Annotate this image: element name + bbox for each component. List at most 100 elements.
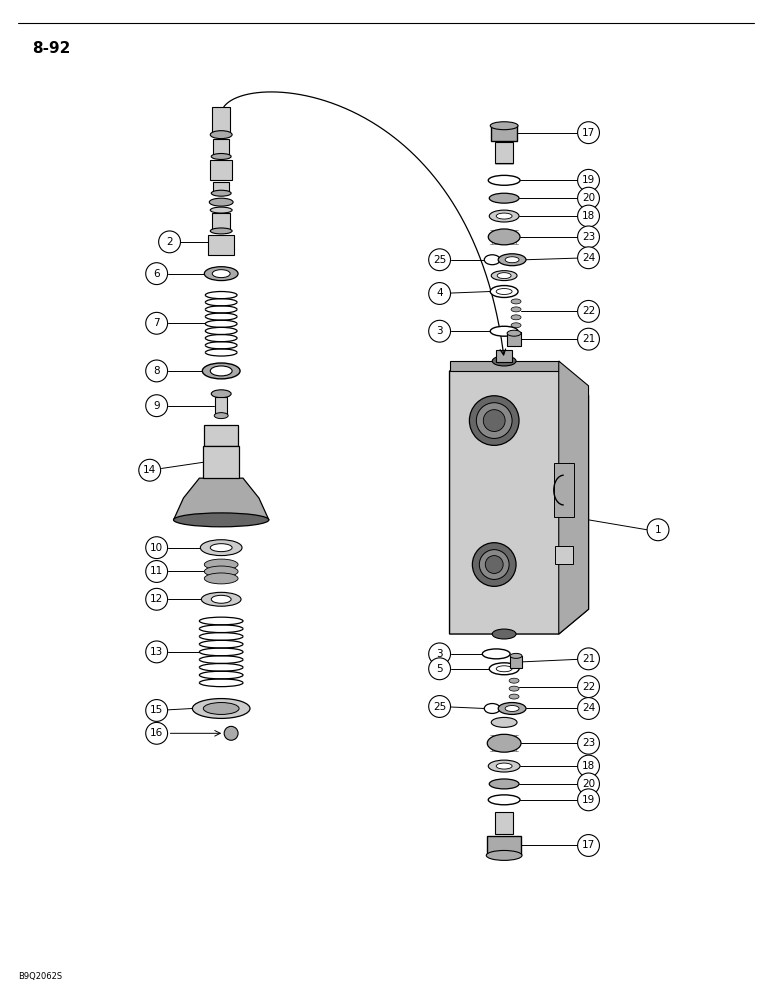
Ellipse shape — [212, 390, 231, 398]
Circle shape — [428, 658, 451, 680]
Circle shape — [146, 561, 168, 582]
Text: 3: 3 — [436, 649, 443, 659]
Ellipse shape — [482, 649, 510, 659]
Ellipse shape — [489, 193, 519, 203]
Text: 4: 4 — [436, 288, 443, 298]
Bar — [212, 107, 230, 135]
Bar — [507, 332, 521, 346]
Ellipse shape — [210, 544, 232, 552]
Ellipse shape — [505, 706, 519, 711]
Text: 23: 23 — [582, 232, 595, 242]
Text: B9Q2062S: B9Q2062S — [18, 972, 62, 981]
Ellipse shape — [510, 653, 522, 658]
Bar — [205, 425, 238, 446]
Ellipse shape — [205, 566, 238, 577]
Bar — [213, 139, 229, 156]
Ellipse shape — [486, 556, 503, 573]
Text: 20: 20 — [582, 779, 595, 789]
Circle shape — [577, 676, 599, 698]
Text: 22: 22 — [582, 306, 595, 316]
Ellipse shape — [484, 255, 500, 265]
Text: 20: 20 — [582, 193, 595, 203]
Text: 17: 17 — [582, 128, 595, 138]
Ellipse shape — [489, 779, 519, 789]
Ellipse shape — [496, 666, 512, 672]
Ellipse shape — [210, 131, 232, 139]
Text: 16: 16 — [150, 728, 164, 738]
Ellipse shape — [205, 559, 238, 570]
Bar — [510, 656, 522, 668]
Bar — [208, 235, 234, 255]
Circle shape — [577, 169, 599, 191]
Circle shape — [577, 835, 599, 856]
Text: 25: 25 — [433, 255, 446, 265]
Ellipse shape — [496, 289, 512, 294]
Text: 21: 21 — [582, 334, 595, 344]
Text: 24: 24 — [582, 253, 595, 263]
Ellipse shape — [488, 760, 520, 772]
Circle shape — [577, 300, 599, 322]
Ellipse shape — [493, 629, 516, 639]
Circle shape — [159, 231, 181, 253]
Circle shape — [428, 249, 451, 271]
Circle shape — [577, 247, 599, 269]
Ellipse shape — [498, 254, 526, 266]
Text: 7: 7 — [154, 318, 160, 328]
Text: 25: 25 — [433, 702, 446, 712]
Ellipse shape — [488, 795, 520, 805]
Bar — [555, 546, 573, 564]
Ellipse shape — [488, 229, 520, 245]
Ellipse shape — [472, 543, 516, 586]
Polygon shape — [559, 361, 588, 634]
Ellipse shape — [511, 307, 521, 312]
Ellipse shape — [509, 694, 519, 699]
Text: 8: 8 — [154, 366, 160, 376]
Ellipse shape — [509, 678, 519, 683]
Bar — [212, 213, 230, 231]
Ellipse shape — [488, 175, 520, 185]
Text: 18: 18 — [582, 211, 595, 221]
Ellipse shape — [476, 403, 512, 438]
Ellipse shape — [511, 323, 521, 328]
Ellipse shape — [479, 550, 509, 579]
Circle shape — [146, 537, 168, 559]
Ellipse shape — [212, 270, 230, 278]
Ellipse shape — [493, 356, 516, 366]
Text: 15: 15 — [150, 705, 164, 715]
Circle shape — [146, 263, 168, 285]
Bar — [213, 182, 229, 192]
Circle shape — [577, 789, 599, 811]
Ellipse shape — [483, 410, 505, 431]
Ellipse shape — [490, 286, 518, 297]
Ellipse shape — [212, 190, 231, 196]
Text: 24: 24 — [582, 703, 595, 713]
Ellipse shape — [202, 363, 240, 379]
Ellipse shape — [496, 213, 512, 219]
Bar — [495, 812, 513, 834]
Circle shape — [428, 643, 451, 665]
Text: 9: 9 — [154, 401, 160, 411]
Circle shape — [577, 698, 599, 719]
Circle shape — [139, 459, 161, 481]
Ellipse shape — [491, 271, 517, 281]
Ellipse shape — [205, 573, 238, 584]
Ellipse shape — [489, 663, 519, 675]
Circle shape — [428, 320, 451, 342]
Text: 13: 13 — [150, 647, 164, 657]
Text: 10: 10 — [150, 543, 163, 553]
Ellipse shape — [497, 273, 511, 279]
Text: 18: 18 — [582, 761, 595, 771]
Ellipse shape — [490, 122, 518, 130]
Circle shape — [577, 122, 599, 144]
Bar — [495, 142, 513, 163]
Ellipse shape — [212, 595, 231, 603]
Ellipse shape — [469, 396, 519, 445]
Circle shape — [146, 395, 168, 417]
Text: 19: 19 — [582, 175, 595, 185]
Circle shape — [577, 773, 599, 795]
Bar — [487, 836, 521, 855]
Text: 11: 11 — [150, 566, 164, 576]
Ellipse shape — [210, 366, 232, 376]
Ellipse shape — [174, 513, 269, 527]
Ellipse shape — [498, 703, 526, 714]
